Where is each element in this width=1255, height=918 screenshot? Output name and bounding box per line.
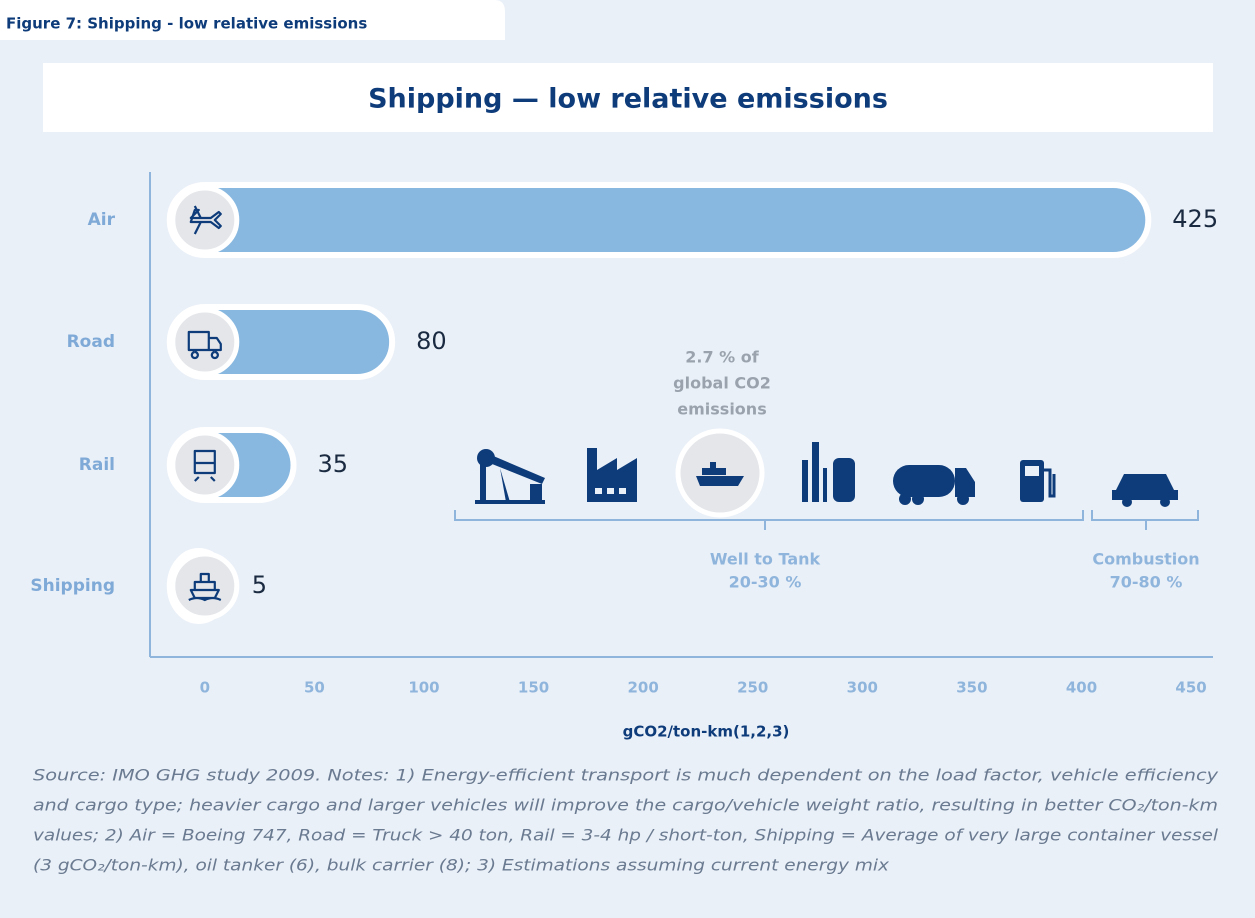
truck-icon	[893, 465, 975, 505]
x-axis-label: gCO2/ton-km(1,2,3)	[623, 723, 790, 741]
annotation: 70-80 %	[1110, 573, 1183, 592]
annotation: global CO2	[673, 374, 771, 393]
mode-icon	[188, 572, 222, 602]
value-label: 425	[1172, 205, 1218, 233]
mode-icon	[189, 205, 222, 235]
icon-circle	[170, 551, 240, 621]
icon-circle	[170, 185, 240, 255]
value-label: 35	[318, 450, 349, 478]
category-label: Road	[67, 332, 115, 352]
source-note: (3 gCO₂/ton-km), oil tanker (6), bulk ca…	[33, 856, 889, 875]
value-label: 80	[416, 327, 447, 355]
x-tick-label: 100	[408, 679, 439, 697]
bracket	[454, 510, 1199, 530]
source-note: values; 2) Air = Boeing 747, Road = Truc…	[33, 826, 1219, 845]
category-label: Rail	[79, 455, 115, 475]
value-label: 5	[252, 571, 267, 599]
annotation: 2.7 % of	[685, 348, 760, 367]
title-banner	[43, 63, 1213, 132]
annotation: emissions	[677, 400, 766, 419]
fuel-pump-icon	[1020, 460, 1056, 502]
category-label: Air	[88, 210, 116, 230]
x-tick-label: 350	[956, 679, 987, 697]
x-tick-label: 50	[304, 679, 325, 697]
icon-circle	[170, 307, 240, 377]
mode-icon	[193, 449, 216, 482]
pumpjack-icon	[475, 449, 545, 504]
mode-icon	[187, 330, 222, 360]
factory-icon	[587, 448, 637, 502]
ship-icon	[696, 462, 744, 486]
x-tick-label: 0	[200, 679, 210, 697]
x-tick-label: 200	[627, 679, 658, 697]
annotation: Well to Tank	[710, 550, 821, 569]
x-tick-label: 300	[847, 679, 878, 697]
bar	[166, 182, 1152, 258]
annotation: 20-30 %	[729, 573, 802, 592]
x-tick-label: 400	[1066, 679, 1097, 697]
source-note: and cargo type; heavier cargo and larger…	[33, 796, 1218, 815]
figure-tab	[0, 0, 505, 40]
x-tick-label: 150	[518, 679, 549, 697]
emission-chain	[454, 428, 1199, 530]
car-icon	[1112, 474, 1178, 507]
category-label: Shipping	[30, 576, 115, 596]
figure-label: Figure 7: Shipping - low relative emissi…	[6, 15, 367, 33]
x-tick-label: 450	[1175, 679, 1206, 697]
icon-circle	[170, 430, 240, 500]
source-note: Source: IMO GHG study 2009. Notes: 1) En…	[33, 766, 1218, 785]
x-tick-label: 250	[737, 679, 768, 697]
refinery-icon	[802, 442, 855, 502]
annotation: Combustion	[1092, 550, 1199, 569]
chart-title: Shipping — low relative emissions	[368, 84, 888, 115]
